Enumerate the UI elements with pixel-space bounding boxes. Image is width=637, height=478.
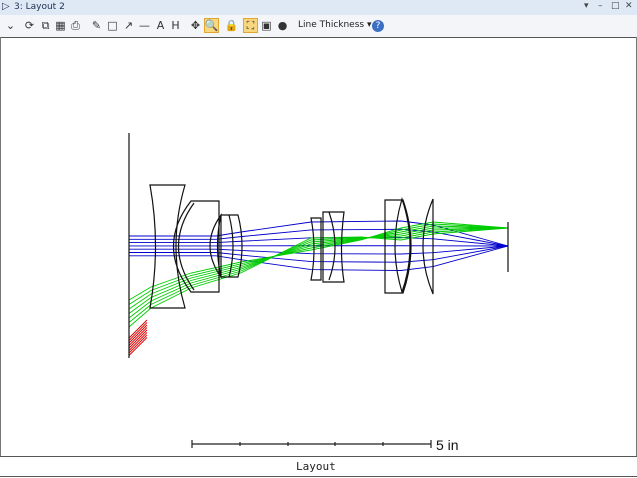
ray-field-3 bbox=[128, 324, 148, 344]
window-title: 3: Layout 2 bbox=[14, 2, 65, 12]
lens-elements bbox=[128, 133, 509, 358]
window-icon[interactable]: ▣ bbox=[261, 19, 272, 32]
minimize-button[interactable]: – bbox=[598, 1, 603, 11]
refresh-icon[interactable]: ⟳ bbox=[24, 19, 35, 32]
export-icon[interactable]: ▦ bbox=[55, 19, 66, 32]
fit-icon[interactable]: ⛶ bbox=[243, 18, 258, 33]
ray-field-3 bbox=[128, 329, 148, 349]
ray-field-2 bbox=[128, 225, 509, 310]
arrow-icon[interactable]: ↗ bbox=[123, 19, 134, 32]
settings-dropdown-icon[interactable]: ⌄ bbox=[5, 19, 16, 32]
line-icon[interactable]: — bbox=[139, 19, 150, 32]
lens-layout-drawing: 5 in bbox=[128, 133, 509, 453]
ray-field-2 bbox=[128, 227, 509, 319]
ray-field-3 bbox=[128, 332, 148, 351]
print-icon[interactable]: ⎙ bbox=[71, 18, 80, 32]
lens-element-7 bbox=[422, 198, 434, 295]
ray-field-3 bbox=[128, 327, 148, 346]
ray-field-3 bbox=[128, 334, 148, 354]
lens-element-1 bbox=[149, 184, 186, 309]
toolbar: ⌄ ⟳ ⧉ ▦ ⎙ ✎ □ ↗ — A H ✥ 🔍 🔒 ⛶ ▣ ● Line Thickness ▾? bbox=[0, 15, 637, 38]
ray-field-2 bbox=[128, 227, 509, 323]
ray-field-2 bbox=[128, 227, 509, 328]
menu-dropdown-button[interactable]: ▾ bbox=[584, 1, 589, 11]
zoom-icon[interactable]: 🔍 bbox=[204, 18, 219, 33]
layout-canvas[interactable]: 5 in bbox=[0, 37, 637, 456]
scale-label: 5 in bbox=[436, 437, 459, 453]
pan-icon[interactable]: ✥ bbox=[190, 19, 201, 32]
ray-field-3 bbox=[128, 337, 148, 356]
lens-element-3 bbox=[209, 213, 243, 279]
title-bar: ▷ 3: Layout 2 ▾ – □ ✕ bbox=[0, 0, 637, 16]
scale-bar bbox=[191, 440, 432, 448]
ray-field-3 bbox=[128, 319, 148, 339]
rotate-icon[interactable]: ● bbox=[277, 19, 288, 32]
lens-element-5 bbox=[322, 211, 345, 283]
lock-icon[interactable]: 🔒 bbox=[224, 19, 239, 32]
close-button[interactable]: ✕ bbox=[625, 1, 633, 11]
ray-field-2 bbox=[128, 221, 509, 301]
maximize-button[interactable]: □ bbox=[611, 1, 620, 11]
help-icon[interactable]: ? bbox=[372, 20, 384, 32]
text-icon[interactable]: A bbox=[156, 19, 165, 32]
dimension-icon[interactable]: H bbox=[171, 19, 180, 32]
lens-element-4 bbox=[310, 217, 322, 281]
lens-element-2 bbox=[173, 200, 220, 293]
rectangle-icon[interactable]: □ bbox=[107, 19, 118, 32]
ray-field-2 bbox=[128, 223, 509, 305]
line-thickness-dropdown[interactable]: Line Thickness ▾ bbox=[298, 20, 372, 30]
ray-field-1 bbox=[129, 245, 509, 271]
lens-element-6 bbox=[384, 197, 412, 294]
window-icon: ▷ bbox=[2, 1, 10, 12]
ray-field-3 bbox=[128, 322, 148, 341]
ray-field-2 bbox=[128, 227, 508, 314]
pencil-icon[interactable]: ✎ bbox=[91, 19, 102, 32]
copy-icon[interactable]: ⧉ bbox=[41, 18, 50, 32]
status-label: Layout bbox=[296, 460, 336, 473]
status-bar: Layout bbox=[0, 456, 637, 477]
